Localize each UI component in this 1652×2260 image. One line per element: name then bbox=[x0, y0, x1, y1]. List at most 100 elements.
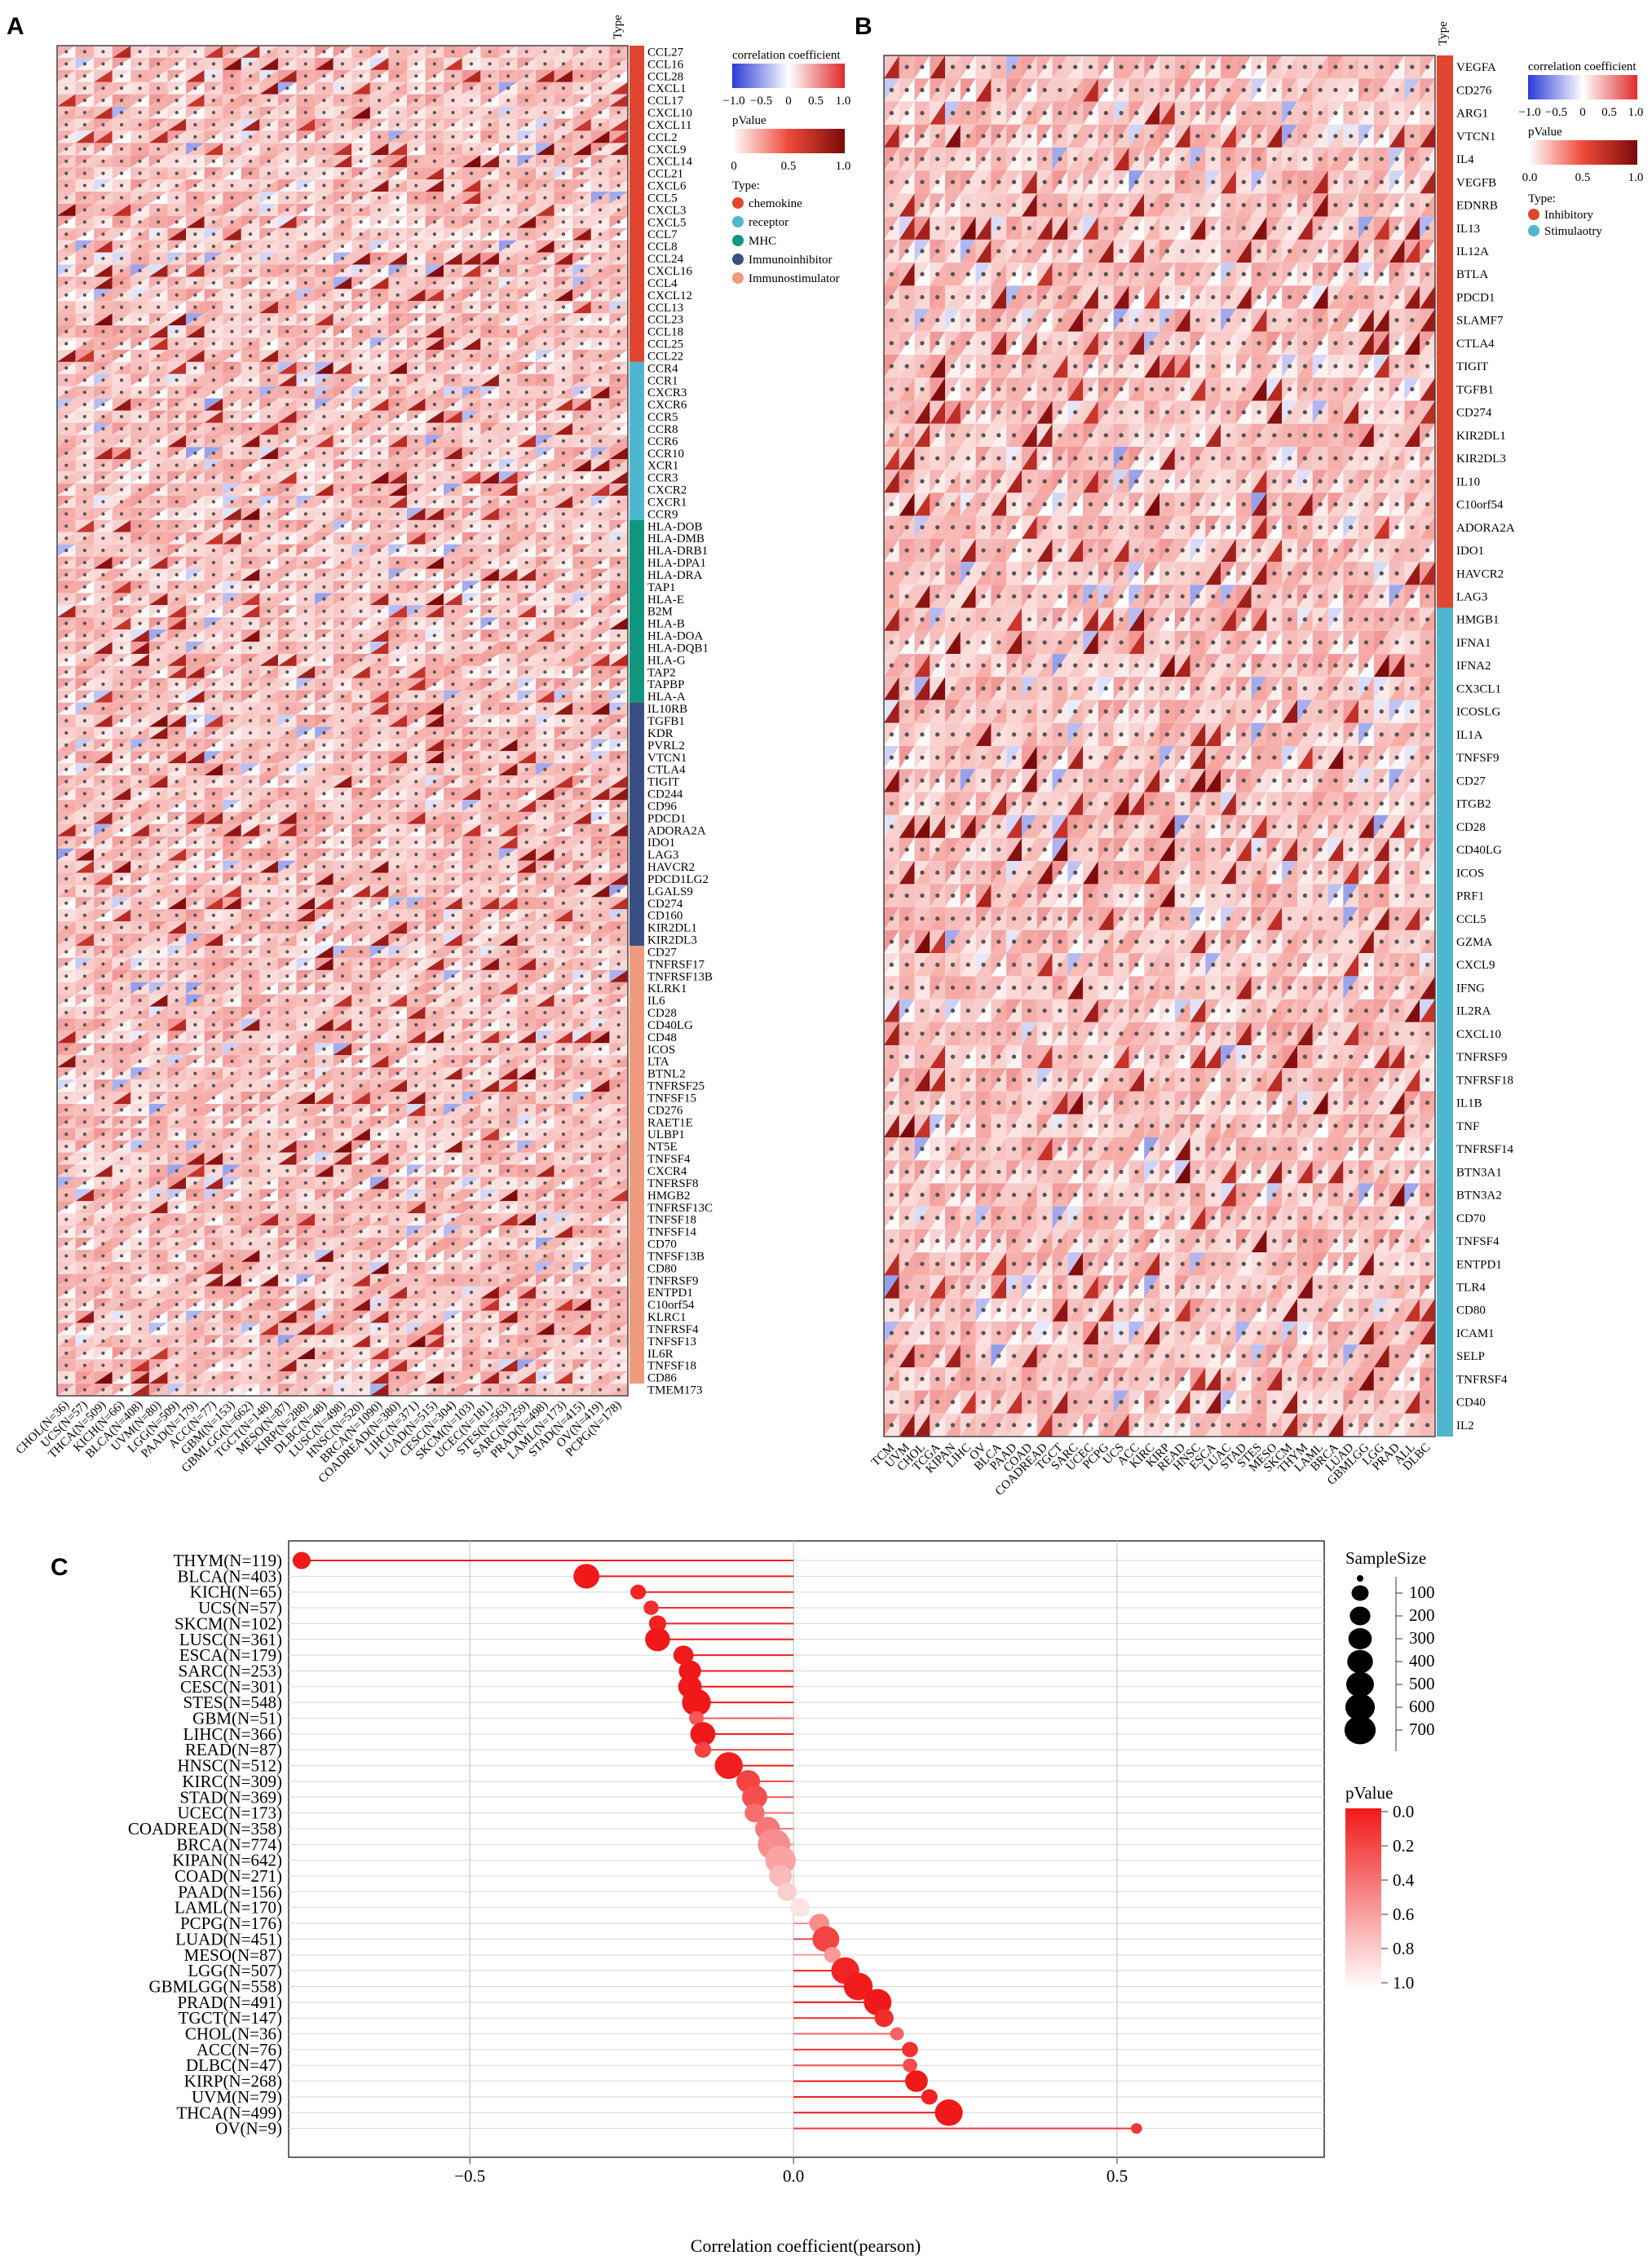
heatmap-dot bbox=[285, 147, 289, 151]
heatmap-dot bbox=[138, 86, 142, 90]
heatmap-corr-cell bbox=[590, 69, 610, 82]
heatmap-dot bbox=[101, 682, 105, 686]
heatmap-dot bbox=[322, 378, 326, 382]
heatmap-p-cell bbox=[186, 130, 205, 143]
heatmap-dot bbox=[64, 135, 68, 139]
heatmap-dot bbox=[157, 512, 161, 516]
heatmap-dot bbox=[432, 366, 436, 370]
heatmap-dot bbox=[599, 62, 603, 66]
heatmap-dot bbox=[561, 208, 566, 212]
heatmap-corr-cell bbox=[130, 46, 149, 58]
heatmap-p-cell bbox=[536, 130, 554, 143]
heatmap-dot bbox=[285, 536, 289, 541]
heatmap-dot bbox=[378, 342, 382, 346]
heatmap-dot bbox=[138, 414, 142, 419]
heatmap-p-cell bbox=[536, 94, 554, 107]
heatmap-p-cell bbox=[259, 57, 278, 70]
heatmap-dot bbox=[285, 86, 289, 90]
heatmap-dot bbox=[599, 585, 603, 589]
heatmap-dot bbox=[599, 414, 603, 419]
heatmap-dot bbox=[157, 122, 161, 127]
heatmap-corr-cell bbox=[130, 130, 149, 143]
heatmap-corr-cell bbox=[94, 82, 113, 95]
heatmap-dot bbox=[230, 159, 234, 163]
heatmap-p-cell bbox=[223, 69, 241, 82]
heatmap-dot bbox=[580, 74, 584, 78]
heatmap-dot bbox=[340, 256, 345, 261]
heatmap-dot bbox=[488, 682, 492, 686]
heatmap-dot bbox=[193, 378, 197, 382]
heatmap-p-cell bbox=[277, 69, 297, 82]
heatmap-dot bbox=[616, 354, 621, 358]
heatmap-dot bbox=[340, 439, 345, 443]
heatmap-dot bbox=[230, 208, 234, 212]
heatmap-dot bbox=[580, 99, 584, 103]
heatmap-dot bbox=[524, 86, 528, 90]
heatmap-dot bbox=[211, 122, 216, 127]
heatmap-dot bbox=[599, 403, 603, 407]
heatmap-dot bbox=[267, 646, 271, 650]
heatmap-dot bbox=[249, 183, 253, 188]
heatmap-dot bbox=[524, 196, 528, 200]
heatmap-dot bbox=[469, 317, 474, 321]
heatmap-dot bbox=[249, 232, 253, 236]
heatmap-dot bbox=[303, 99, 307, 103]
heatmap-dot bbox=[119, 196, 124, 200]
heatmap-dot bbox=[599, 220, 603, 224]
heatmap-dot bbox=[451, 512, 455, 516]
heatmap-corr-cell bbox=[554, 130, 573, 143]
heatmap-dot bbox=[322, 536, 326, 541]
heatmap-dot bbox=[469, 135, 474, 139]
heatmap-dot bbox=[599, 646, 603, 650]
heatmap-dot bbox=[267, 122, 271, 127]
heatmap-dot bbox=[378, 366, 382, 370]
heatmap-dot bbox=[119, 549, 124, 553]
heatmap-dot bbox=[138, 439, 142, 443]
heatmap-dot bbox=[322, 585, 326, 589]
heatmap-dot bbox=[506, 391, 510, 395]
heatmap-dot bbox=[580, 208, 584, 212]
heatmap-dot bbox=[340, 391, 345, 395]
heatmap-dot bbox=[230, 86, 234, 90]
heatmap-dot bbox=[616, 366, 621, 370]
heatmap-dot bbox=[378, 354, 382, 358]
heatmap-dot bbox=[193, 317, 197, 321]
heatmap-dot bbox=[561, 220, 566, 224]
heatmap-dot bbox=[174, 463, 179, 467]
heatmap-p-cell bbox=[186, 46, 205, 58]
heatmap-dot bbox=[119, 536, 124, 541]
heatmap-dot bbox=[543, 62, 547, 66]
heatmap-dot bbox=[469, 524, 474, 528]
heatmap-dot bbox=[249, 208, 253, 212]
heatmap-corr-cell bbox=[130, 155, 149, 168]
heatmap-dot bbox=[64, 147, 68, 151]
heatmap-dot bbox=[378, 305, 382, 309]
heatmap-dot bbox=[211, 585, 216, 589]
heatmap-corr-cell bbox=[259, 155, 278, 168]
heatmap-dot bbox=[64, 670, 68, 674]
heatmap-dot bbox=[138, 110, 142, 115]
heatmap-dot bbox=[138, 232, 142, 236]
heatmap-dot bbox=[414, 183, 418, 188]
heatmap-dot bbox=[157, 256, 161, 261]
heatmap-dot bbox=[340, 122, 345, 127]
heatmap-p-cell bbox=[480, 57, 499, 70]
heatmap-dot bbox=[303, 159, 307, 163]
heatmap-dot bbox=[138, 342, 142, 346]
heatmap-dot bbox=[414, 317, 418, 321]
heatmap-dot bbox=[174, 706, 179, 711]
heatmap-dot bbox=[378, 512, 382, 516]
heatmap-dot bbox=[359, 549, 363, 553]
heatmap-dot bbox=[101, 232, 105, 236]
heatmap-dot bbox=[488, 110, 492, 115]
heatmap-dot bbox=[193, 597, 197, 601]
heatmap-dot bbox=[119, 183, 124, 188]
heatmap-dot bbox=[616, 414, 621, 419]
heatmap-p-cell bbox=[333, 106, 352, 119]
heatmap-dot bbox=[580, 196, 584, 200]
heatmap-dot bbox=[488, 391, 492, 395]
heatmap-dot bbox=[451, 536, 455, 541]
heatmap-dot bbox=[340, 196, 345, 200]
heatmap-dot bbox=[395, 280, 400, 285]
heatmap-dot bbox=[506, 196, 510, 200]
